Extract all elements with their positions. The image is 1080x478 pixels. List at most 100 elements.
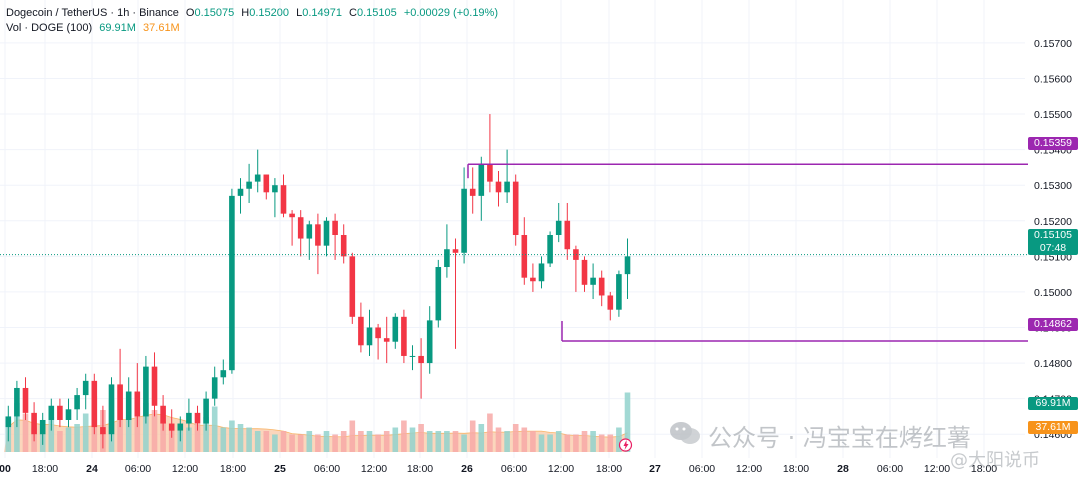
candle-body [108, 384, 115, 435]
candle-body [186, 412, 192, 424]
wechat-icon [670, 422, 700, 444]
volume-bar [65, 427, 72, 452]
candle-body [564, 220, 571, 250]
candle-body [573, 249, 579, 260]
volume-value: 69.91M [99, 22, 136, 34]
volume-ma-value: 37.61M [143, 22, 180, 34]
x-tick-label: 06:00 [314, 463, 340, 475]
volume-bar [57, 431, 63, 452]
volume-bar [203, 417, 209, 452]
high-value: 0.15200 [249, 7, 290, 19]
candle-body [547, 235, 553, 264]
x-tick-label: 18:00 [407, 463, 433, 475]
volume-bar [444, 431, 450, 452]
high-label: H [241, 7, 250, 19]
volume-label[interactable]: Vol · DOGE (100) [6, 22, 93, 34]
upper-level-tag[interactable]: 0.15359 [1028, 137, 1078, 150]
volume-bar [82, 413, 89, 452]
volume-bar [573, 434, 579, 452]
x-tick-label: 18:00 [220, 463, 246, 475]
volume-bar [323, 431, 330, 452]
open-value: 0.15075 [194, 7, 235, 19]
horizontal-levels[interactable] [0, 163, 1028, 452]
y-tick-label: 0.15600 [1034, 73, 1072, 85]
candle-body [280, 185, 287, 214]
watermark-text: 公众号 · 冯宝宝在烤红薯 [670, 418, 971, 453]
current-price-tag: 0.15105 07:48 [1028, 229, 1078, 255]
ohlc-legend: Dogecoin / TetherUS · 1h · Binance O0.15… [6, 7, 498, 19]
candle-body [555, 220, 562, 235]
x-tick-label: 18:00 [783, 463, 809, 475]
volume-bar [186, 427, 192, 452]
candle-body [177, 423, 184, 431]
candle-body [91, 380, 98, 428]
candle-body [452, 249, 459, 253]
volume-bar [624, 392, 631, 452]
x-tick-label: 00 [0, 463, 11, 475]
volume-bar [581, 431, 588, 452]
volume-bar [246, 427, 252, 452]
candle-body [31, 412, 37, 435]
low-value: 0.14971 [302, 7, 342, 19]
candle-body [168, 423, 175, 431]
lower-level-tag[interactable]: 0.14862 [1028, 318, 1078, 331]
candle-body [469, 188, 476, 196]
volume-bar [151, 410, 158, 452]
time-axis[interactable]: 00 18:00 24 06:00 12:00 18:00 25 06:00 12:00 18:0… [0, 463, 997, 475]
x-tick-label: 18:00 [32, 463, 58, 475]
candle-body [229, 195, 235, 371]
x-tick-label: 18:00 [596, 463, 622, 475]
volume-bar [358, 431, 364, 452]
volume-bar [263, 431, 270, 452]
volume-bar [616, 427, 622, 452]
candle-body [297, 217, 304, 239]
volume-bar [538, 434, 545, 452]
volume-bar [177, 431, 184, 452]
candle-countdown: 07:48 [1039, 242, 1067, 254]
y-tick-label: 0.15700 [1034, 38, 1072, 50]
candle-body [616, 274, 622, 310]
candle-body [581, 259, 588, 285]
symbol-title[interactable]: Dogecoin / TetherUS · 1h · Binance [6, 7, 179, 19]
candle-body [315, 224, 321, 246]
volume-bar [272, 434, 278, 452]
open-label: O [185, 7, 195, 19]
x-tick-label: 06:00 [501, 463, 527, 475]
candle-body [143, 366, 149, 417]
candle-body [125, 391, 132, 420]
candle-body [383, 338, 390, 342]
volume-bar [469, 420, 476, 452]
volume-bar [521, 427, 528, 452]
close-value: 0.15105 [356, 7, 397, 19]
volume-bar [194, 424, 201, 452]
candle-body [392, 316, 399, 342]
candle-body [194, 412, 201, 424]
volume-bar [366, 431, 373, 452]
candle-body [444, 249, 450, 268]
x-tick-label: 06:00 [689, 463, 715, 475]
watermark-label: 公众号 · 冯宝宝在烤红薯 [708, 424, 971, 452]
candle-body [538, 263, 545, 282]
volume-bar [478, 424, 485, 452]
candle-body [82, 380, 89, 396]
volume-bar [598, 434, 605, 452]
volume-bar [547, 434, 553, 452]
volume-bar [383, 431, 390, 452]
volume-bar [22, 413, 29, 452]
volume-bar [229, 420, 235, 452]
volume-bar [297, 434, 304, 452]
volume-bar [590, 431, 596, 452]
candle-body [375, 327, 381, 339]
volume-bar [487, 413, 493, 452]
candle-body [366, 327, 373, 346]
candle-body [607, 295, 614, 310]
candle-body [495, 181, 502, 193]
candle-body [65, 409, 72, 420]
volume-bar [125, 417, 132, 452]
candle-body [237, 188, 244, 196]
candle-body [349, 256, 356, 317]
y-tick-label: 0.15000 [1034, 287, 1072, 299]
volume-bar [143, 403, 149, 452]
volume-bar [461, 434, 467, 452]
